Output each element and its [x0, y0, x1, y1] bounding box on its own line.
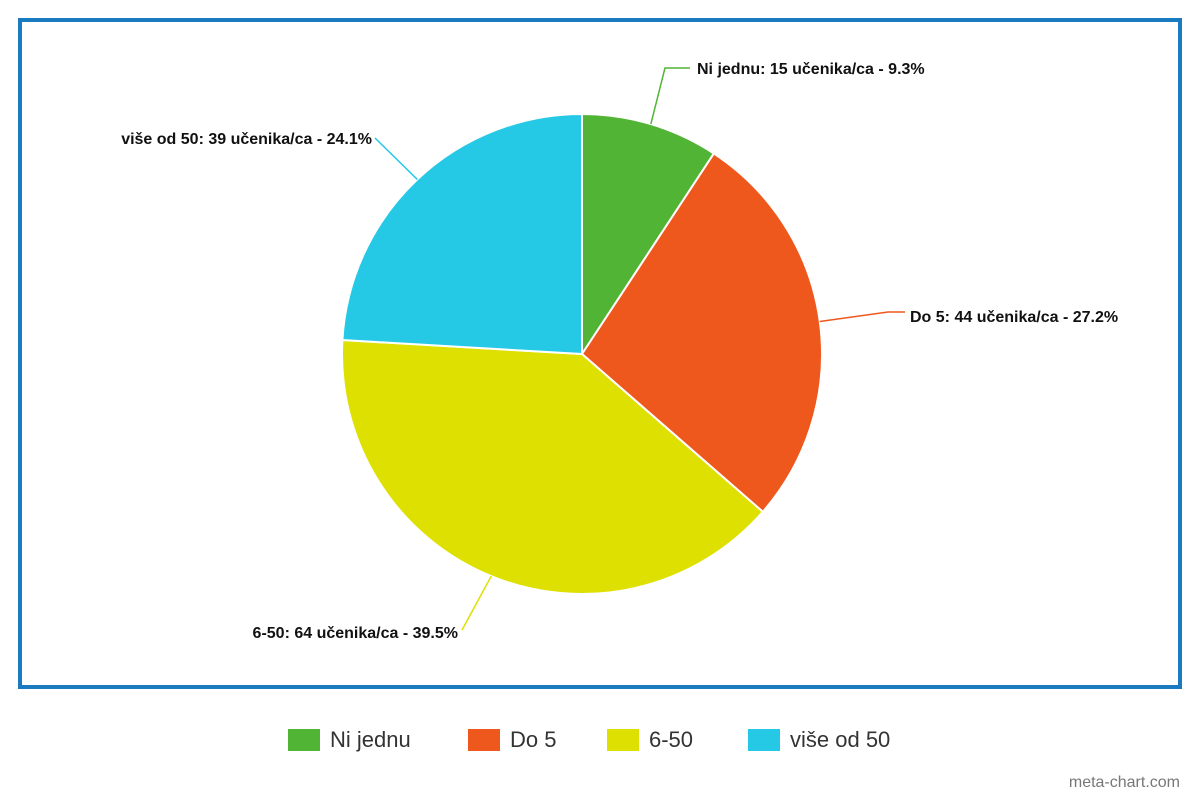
- data-label: 6-50: 64 učenika/ca - 39.5%: [253, 625, 458, 642]
- leader-line: [650, 67, 690, 125]
- legend-swatch: [607, 729, 639, 751]
- legend-swatch: [748, 729, 780, 751]
- data-label: Do 5: 44 učenika/ca - 27.2%: [910, 309, 1118, 326]
- data-label: više od 50: 39 učenika/ca - 24.1%: [121, 131, 372, 148]
- legend-label: Do 5: [510, 727, 556, 752]
- legend-swatch: [468, 729, 500, 751]
- pie-slice: [581, 112, 716, 358]
- legend-swatch: [288, 729, 320, 751]
- legend-label: Ni jednu: [330, 727, 411, 752]
- pie-slice: [341, 338, 765, 595]
- watermark: meta-chart.com: [1069, 774, 1180, 791]
- leader-line: [819, 311, 905, 323]
- pie-slice: [341, 112, 583, 356]
- legend-label: 6-50: [649, 727, 693, 752]
- leader-line: [461, 575, 492, 631]
- legend-label: više od 50: [790, 727, 890, 752]
- data-label: Ni jednu: 15 učenika/ca - 9.3%: [697, 61, 925, 78]
- leader-line: [374, 137, 418, 180]
